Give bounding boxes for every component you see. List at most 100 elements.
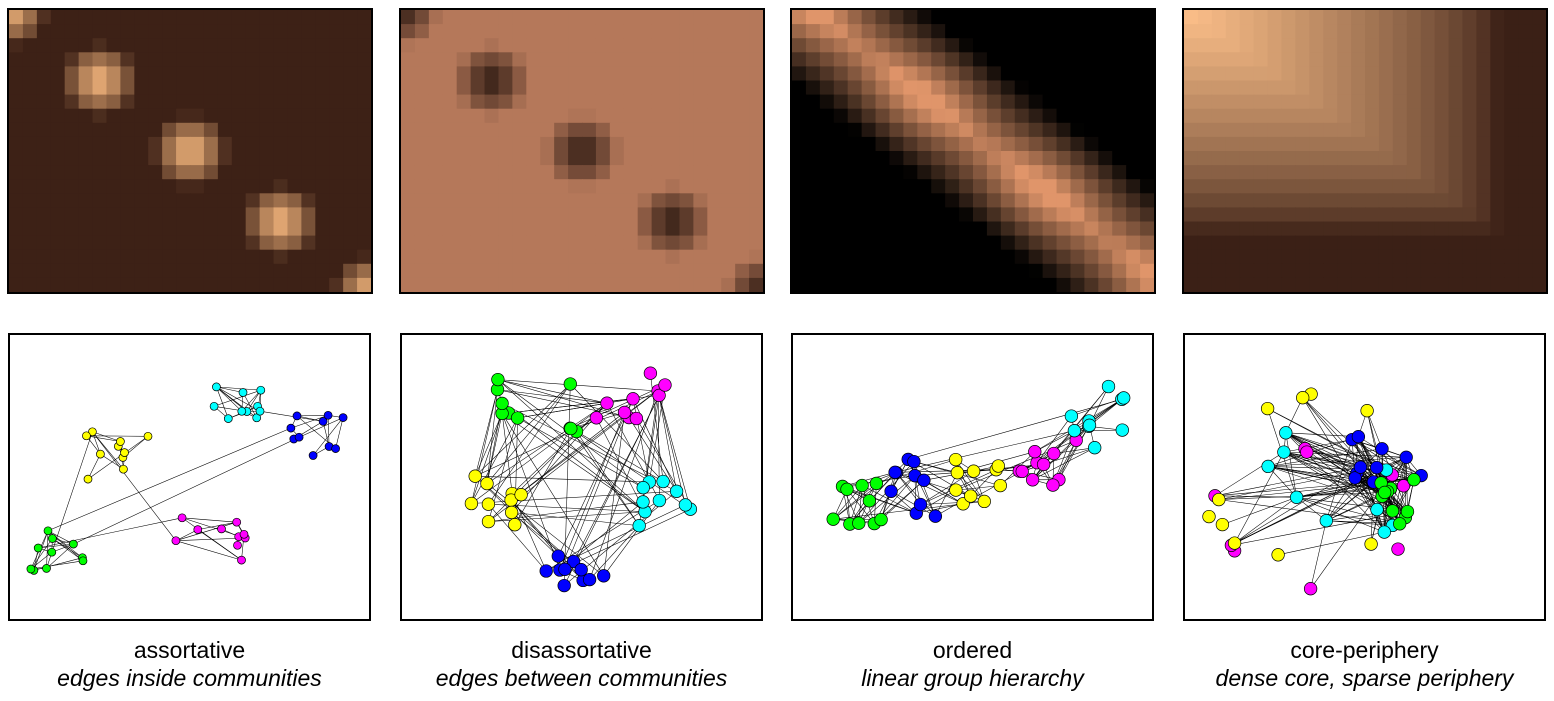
node-yellow <box>1260 401 1275 416</box>
matrix-cell <box>540 235 555 251</box>
matrix-cell <box>301 108 316 124</box>
matrix-cell <box>273 94 289 110</box>
matrix-cell <box>50 263 66 279</box>
matrix-cell <box>637 80 653 96</box>
edge <box>511 493 547 572</box>
matrix-cell <box>1392 277 1408 292</box>
matrix-cell <box>819 193 835 208</box>
matrix-cell <box>1211 277 1227 292</box>
matrix-cell <box>665 249 681 265</box>
matrix-cell <box>903 207 918 223</box>
matrix-cell <box>1420 277 1436 292</box>
matrix-cell <box>203 136 219 152</box>
matrix-cell <box>1434 249 1450 265</box>
node-cyan <box>1279 426 1293 440</box>
matrix-cell <box>889 165 904 180</box>
matrix-cell <box>917 221 932 237</box>
matrix-cell <box>721 24 736 39</box>
matrix-cell <box>1323 136 1338 152</box>
matrix-cell <box>120 235 135 251</box>
matrix-cell <box>931 10 946 25</box>
matrix-cell <box>721 193 736 208</box>
matrix-cell <box>456 52 472 67</box>
matrix-cell <box>134 193 149 208</box>
matrix-cell <box>735 249 750 265</box>
matrix-cell <box>875 263 891 279</box>
matrix-cell <box>1014 207 1030 223</box>
matrix-cell <box>148 165 163 180</box>
matrix-cell <box>64 179 80 194</box>
matrix-cell <box>1351 136 1366 152</box>
matrix-cell <box>231 235 247 251</box>
matrix-cell <box>637 151 653 166</box>
matrix-cell <box>986 221 1002 237</box>
matrix-cell <box>1070 108 1085 124</box>
matrix-cell <box>1225 263 1241 279</box>
edge <box>632 398 650 483</box>
matrix-cell <box>343 52 358 67</box>
matrix-cell <box>554 122 569 138</box>
edge <box>559 412 625 571</box>
edge <box>1234 466 1361 544</box>
matrix-cell <box>78 193 94 208</box>
node-magenta <box>232 517 242 527</box>
matrix-cell <box>92 66 108 82</box>
matrix-cell <box>847 249 863 265</box>
matrix-cell <box>526 193 541 208</box>
matrix-cell <box>1056 24 1072 39</box>
matrix-cell <box>917 52 932 67</box>
matrix-cell <box>1295 151 1310 166</box>
edge <box>497 389 608 404</box>
edge <box>573 384 666 562</box>
node-blue <box>1399 450 1413 464</box>
matrix-cell <box>1253 249 1269 265</box>
matrix-cell <box>554 235 569 251</box>
matrix-cell <box>50 136 66 152</box>
matrix-cell <box>1028 66 1044 82</box>
matrix-cell <box>526 10 541 25</box>
matrix-cell <box>554 193 569 208</box>
node-green <box>862 494 877 508</box>
node-magenta <box>193 525 203 534</box>
matrix-cell <box>148 122 163 138</box>
matrix-cell <box>1267 66 1283 82</box>
matrix-cell <box>568 136 583 152</box>
matrix-cell <box>1000 80 1016 96</box>
matrix-cell <box>1378 24 1394 39</box>
matrix-cell <box>847 165 863 180</box>
matrix-cell <box>36 151 52 166</box>
matrix-cell <box>50 122 66 138</box>
node-cyan <box>636 495 650 509</box>
matrix-cell <box>679 165 694 180</box>
matrix-cell <box>106 263 121 279</box>
node-green <box>43 526 53 536</box>
matrix-cell <box>1112 136 1127 152</box>
matrix-cell <box>428 249 444 265</box>
matrix-cell <box>917 179 932 194</box>
matrix-cell <box>903 235 918 251</box>
matrix-cell <box>50 235 66 251</box>
matrix-cell <box>931 24 946 39</box>
matrix-cell <box>595 277 611 292</box>
matrix-cell <box>623 151 639 166</box>
matrix-cell <box>609 10 625 25</box>
matrix-cell <box>931 122 946 138</box>
matrix-cell <box>414 108 430 124</box>
matrix-cell <box>554 94 569 110</box>
matrix-cell <box>1184 193 1199 208</box>
matrix-cell <box>287 94 302 110</box>
matrix-cell <box>1365 38 1380 53</box>
matrix-cell <box>1014 108 1030 124</box>
matrix-cell <box>1267 179 1283 194</box>
matrix-cell <box>134 80 149 96</box>
matrix-cell <box>1000 94 1016 110</box>
matrix-cell <box>1140 151 1154 166</box>
matrix-cell <box>1056 263 1072 279</box>
matrix-cell <box>1504 235 1519 251</box>
matrix-cell <box>259 136 275 152</box>
matrix-cell <box>651 151 667 166</box>
matrix-cell <box>442 66 458 82</box>
matrix-cell <box>1281 165 1296 180</box>
matrix-cell <box>1420 235 1436 251</box>
node-yellow <box>949 452 963 467</box>
